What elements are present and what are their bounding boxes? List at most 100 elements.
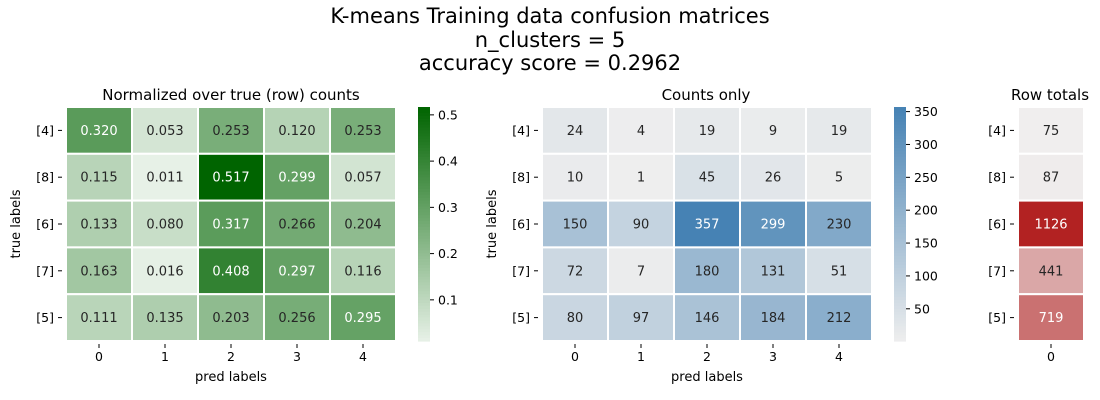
colorbar-segment — [894, 311, 906, 316]
y-axis-label: true labels — [485, 189, 500, 258]
cell-value-label: 180 — [695, 264, 720, 279]
colorbar-segment — [894, 130, 906, 134]
y-tick-label: [7] — [988, 263, 1006, 278]
x-tick-label: 1 — [161, 349, 169, 364]
colorbar-segment — [418, 174, 430, 178]
heatmap-cell — [541, 293, 609, 343]
panel-title: Row totals — [1011, 86, 1089, 104]
colorbar-segment — [418, 335, 430, 339]
colorbar-segment — [418, 297, 430, 301]
cell-value-label: 0.120 — [278, 124, 315, 139]
colorbar-segment — [418, 118, 430, 123]
cell-value-label: 357 — [695, 218, 720, 233]
colorbar-segment — [418, 121, 430, 126]
colorbar-segment — [418, 183, 430, 187]
colorbar-segment — [418, 320, 430, 325]
figure-title: K-means Training data confusion matrices… — [0, 4, 1100, 76]
heatmap-cell — [1017, 199, 1085, 249]
colorbar-segment — [418, 197, 430, 202]
heatmap-cell — [329, 106, 397, 155]
cell-value-label: 75 — [1043, 124, 1060, 139]
colorbar-segment — [418, 165, 430, 170]
colorbar-segment — [418, 212, 430, 216]
colorbar-segment — [418, 177, 430, 181]
y-tick-label: [5] — [36, 310, 54, 325]
colorbar-segment — [894, 267, 906, 272]
cell-value-label: 0.317 — [212, 218, 249, 233]
colorbar-segment — [894, 183, 906, 187]
heatmap-cell — [541, 152, 609, 202]
colorbar-segment — [418, 270, 430, 275]
colorbar-segment — [894, 259, 906, 263]
colorbar-segment — [894, 241, 906, 246]
cell-value-label: 0.253 — [344, 124, 381, 139]
colorbar-segment — [894, 203, 906, 208]
heatmap-cell — [673, 152, 741, 202]
heatmap-cell — [805, 199, 873, 249]
heatmap-cell — [263, 293, 331, 343]
colorbar-segment — [894, 136, 906, 140]
colorbar-segment — [418, 107, 430, 111]
colorbar-tick-label: 150 — [914, 236, 938, 251]
colorbar-segment — [418, 276, 430, 281]
cell-value-label: 0.011 — [146, 171, 183, 186]
heatmap-cell — [131, 152, 199, 202]
panel-title: Counts only — [662, 86, 751, 104]
colorbar-segment — [894, 308, 906, 313]
cell-value-label: 4 — [637, 124, 645, 139]
heatmap-cell — [607, 293, 675, 343]
title-line-3: accuracy score = 0.2962 — [418, 51, 682, 75]
colorbar-segment — [418, 188, 430, 193]
x-axis-label: pred labels — [671, 370, 743, 385]
cell-value-label: 19 — [699, 124, 716, 139]
colorbar-segment — [418, 267, 430, 272]
heatmap-cell — [805, 293, 873, 343]
colorbar-segment — [894, 224, 906, 228]
colorbar-segment — [894, 177, 906, 181]
heatmap-cell — [197, 246, 265, 296]
colorbar-segment — [418, 168, 430, 172]
cell-value-label: 10 — [567, 171, 584, 186]
colorbar-segment — [894, 314, 906, 319]
cell-value-label: 0.256 — [278, 311, 315, 326]
colorbar-segment — [418, 285, 430, 289]
colorbar-segment — [418, 124, 430, 129]
heatmap-cell — [739, 199, 807, 249]
cell-value-label: 0.057 — [344, 171, 381, 186]
y-tick-label: [4] — [36, 123, 54, 138]
colorbar-segment — [894, 244, 906, 248]
heatmap-cell — [805, 246, 873, 296]
cell-value-label: 9 — [769, 124, 777, 139]
colorbar-segment — [894, 118, 906, 123]
colorbar-segment — [418, 191, 430, 196]
colorbar-segment — [894, 335, 906, 339]
heatmap-cell — [739, 106, 807, 155]
cell-value-label: 0.408 — [212, 264, 249, 279]
colorbar-segment — [894, 127, 906, 131]
colorbar-segment — [418, 311, 430, 316]
y-tick-label: [6] — [512, 217, 530, 232]
colorbar-segment — [418, 282, 430, 287]
heatmap-cell — [805, 106, 873, 155]
y-tick-label: [6] — [988, 217, 1006, 232]
cell-value-label: 5 — [835, 171, 843, 186]
colorbar-segment — [418, 203, 430, 208]
colorbar-segment — [418, 232, 430, 237]
title-line-2: n_clusters = 5 — [474, 27, 626, 52]
colorbar-segment — [894, 159, 906, 164]
colorbar-tick-label: 0.2 — [438, 246, 458, 261]
colorbar-segment — [894, 253, 906, 257]
colorbar-segment — [894, 329, 906, 333]
colorbar-segment — [894, 305, 906, 310]
cell-value-label: 0.133 — [80, 218, 117, 233]
cell-value-label: 26 — [765, 171, 782, 186]
colorbar-segment — [418, 109, 430, 114]
colorbar-segment — [894, 326, 906, 330]
colorbar-segment — [894, 273, 906, 278]
colorbar-segment — [418, 326, 430, 330]
heatmap-cell — [673, 199, 741, 249]
x-tick-label: 4 — [359, 349, 367, 364]
colorbar-segment — [418, 115, 430, 120]
y-tick-label: [5] — [988, 310, 1006, 325]
